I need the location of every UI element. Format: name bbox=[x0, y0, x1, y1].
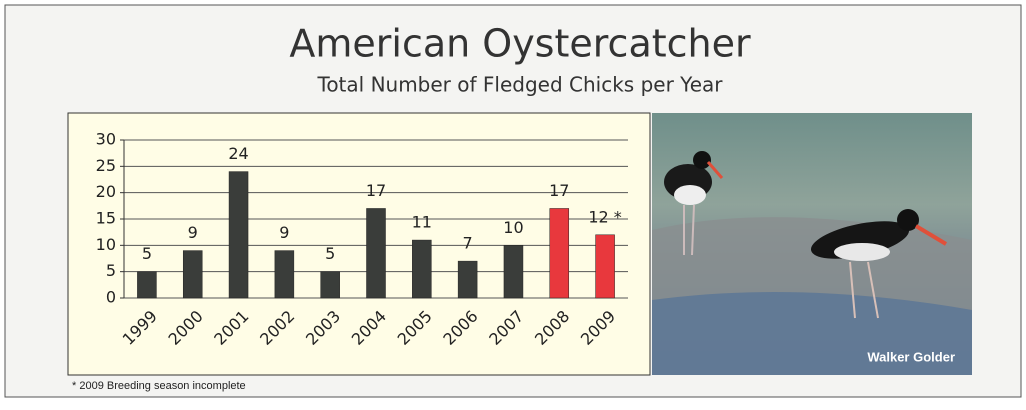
value-label: 17 bbox=[366, 181, 386, 200]
y-tick-label: 30 bbox=[96, 130, 116, 149]
y-tick-label: 10 bbox=[96, 235, 116, 254]
bar bbox=[549, 208, 570, 299]
chart-title: American Oystercatcher bbox=[289, 22, 751, 66]
value-label: 7 bbox=[463, 234, 473, 253]
y-tick-label: 15 bbox=[96, 209, 116, 228]
y-tick-label: 20 bbox=[96, 182, 116, 201]
bar bbox=[182, 250, 203, 299]
photo-credit: Walker Golder bbox=[867, 349, 955, 364]
value-label: 24 bbox=[228, 144, 248, 163]
value-label: 5 bbox=[325, 244, 335, 263]
bar bbox=[457, 260, 478, 299]
photo bbox=[652, 113, 972, 375]
value-label: 9 bbox=[279, 223, 289, 242]
y-tick-label: 0 bbox=[106, 288, 116, 307]
bar bbox=[595, 234, 615, 299]
bar bbox=[228, 171, 249, 299]
footnote: * 2009 Breeding season incomplete bbox=[72, 380, 246, 392]
value-label: 17 bbox=[549, 181, 569, 200]
chart-subtitle: Total Number of Fledged Chicks per Year bbox=[317, 73, 724, 97]
bar bbox=[503, 245, 524, 299]
value-label: 10 bbox=[503, 218, 523, 237]
bar bbox=[137, 271, 157, 299]
value-label: 9 bbox=[188, 223, 198, 242]
bar bbox=[274, 250, 295, 299]
value-label: 5 bbox=[142, 244, 152, 263]
value-label: 12 * bbox=[588, 207, 621, 226]
bar bbox=[320, 271, 340, 299]
bar bbox=[412, 239, 432, 299]
y-tick-label: 5 bbox=[106, 261, 116, 280]
value-label: 11 bbox=[412, 213, 432, 232]
bar bbox=[366, 208, 386, 299]
y-tick-label: 25 bbox=[96, 156, 116, 175]
